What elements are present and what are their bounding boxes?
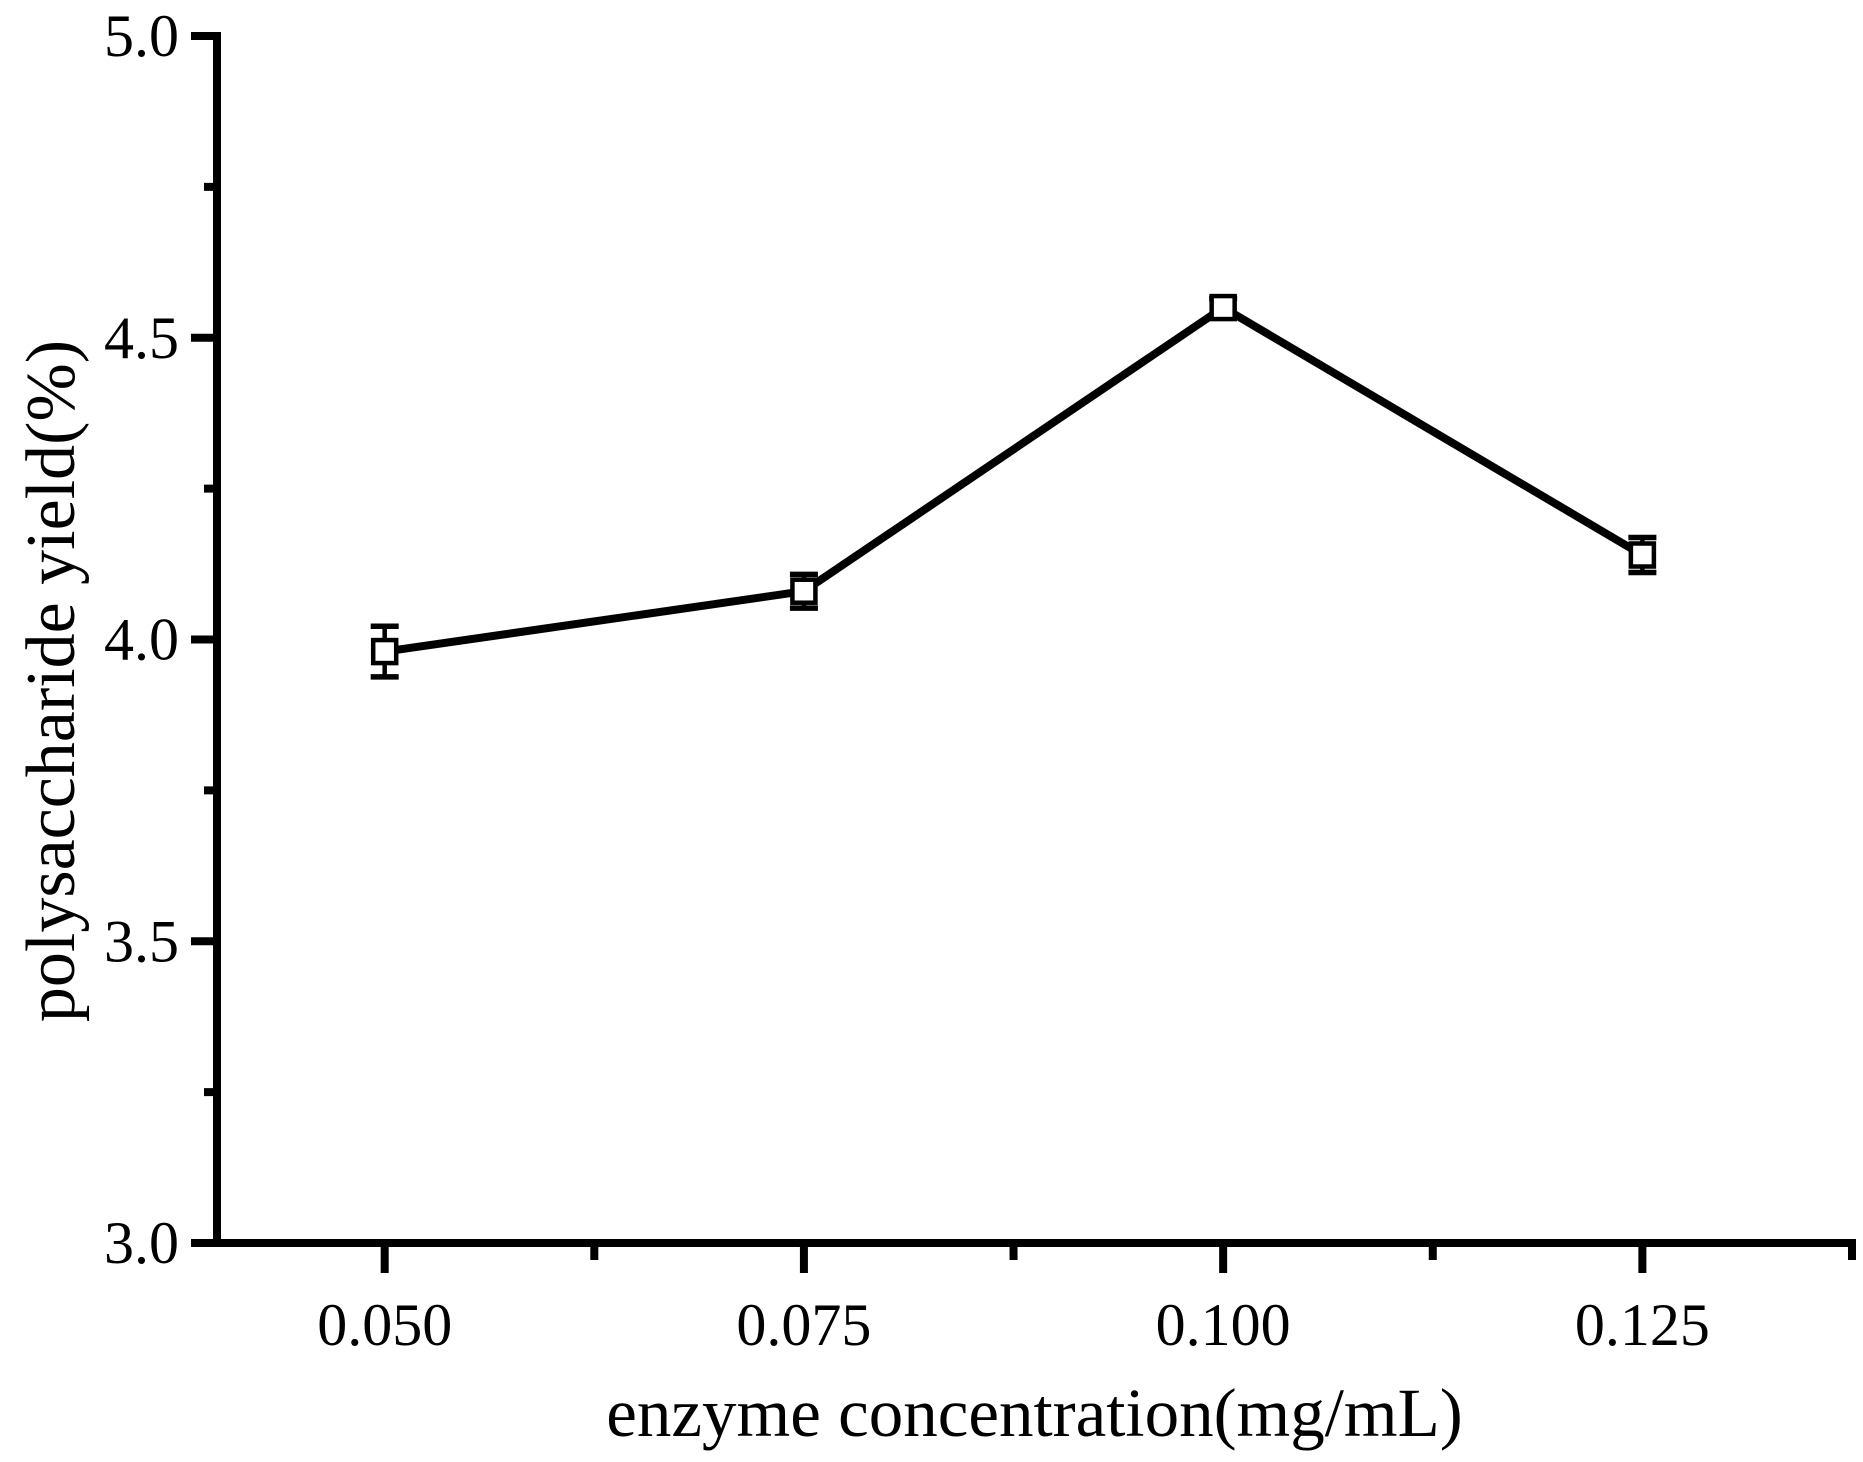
y-tick-label: 4.5 [104,305,179,371]
y-tick-label: 3.0 [104,1210,179,1276]
series-line [384,302,1645,656]
y-axis-title: polysaccharide yield(%) [13,339,90,1023]
x-tick-label: 0.050 [317,1292,452,1358]
x-tick-label: 0.075 [736,1292,871,1358]
data-point-marker [790,577,818,605]
y-tick-label: 5.0 [104,3,179,69]
x-tick-label: 0.100 [1156,1292,1291,1358]
data-point-marker [1628,541,1657,569]
data-point-marker [1209,293,1237,322]
y-tick-label: 3.5 [104,908,179,974]
y-tick-label: 4.0 [104,607,179,673]
x-axis-title: enzyme concentration(mg/mL) [606,1375,1463,1451]
data-point-marker [370,637,399,666]
x-tick-label: 0.125 [1575,1292,1710,1358]
